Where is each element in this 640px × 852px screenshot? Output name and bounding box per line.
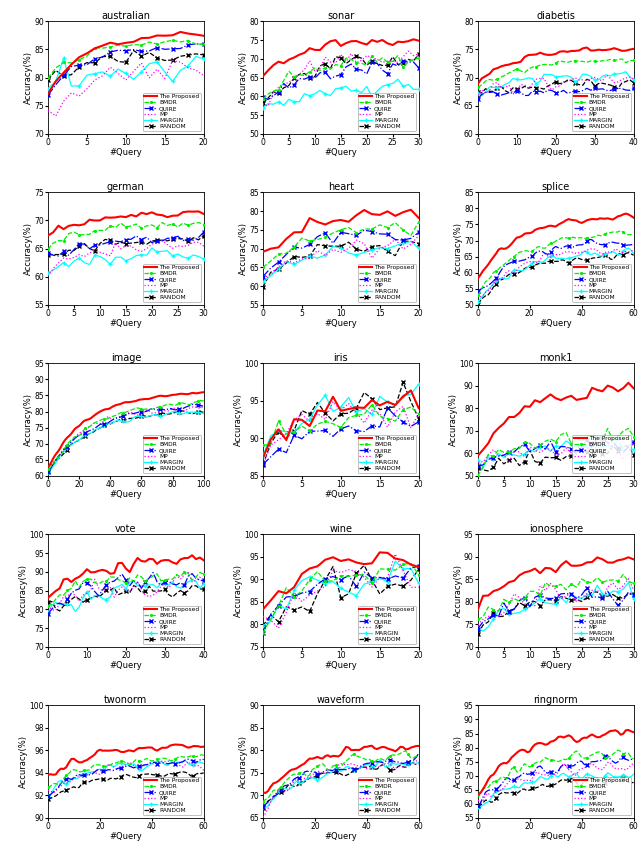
Y-axis label: Accuracy(%): Accuracy(%) bbox=[19, 564, 28, 617]
Legend: The Proposed, BMDR, QUIRE, MP, MARGIN, RANDOM: The Proposed, BMDR, QUIRE, MP, MARGIN, R… bbox=[143, 93, 201, 131]
Legend: The Proposed, BMDR, QUIRE, MP, MARGIN, RANDOM: The Proposed, BMDR, QUIRE, MP, MARGIN, R… bbox=[358, 93, 416, 131]
Y-axis label: Accuracy(%): Accuracy(%) bbox=[454, 735, 463, 788]
Y-axis label: Accuracy(%): Accuracy(%) bbox=[239, 735, 248, 788]
Y-axis label: Accuracy(%): Accuracy(%) bbox=[19, 735, 28, 788]
Y-axis label: Accuracy(%): Accuracy(%) bbox=[234, 393, 243, 446]
X-axis label: #Query: #Query bbox=[540, 661, 572, 671]
X-axis label: #Query: #Query bbox=[540, 320, 572, 328]
Title: sonar: sonar bbox=[327, 10, 355, 20]
Y-axis label: Accuracy(%): Accuracy(%) bbox=[454, 222, 463, 275]
X-axis label: #Query: #Query bbox=[324, 661, 357, 671]
Legend: The Proposed, BMDR, QUIRE, MP, MARGIN, RANDOM: The Proposed, BMDR, QUIRE, MP, MARGIN, R… bbox=[572, 606, 630, 644]
Legend: The Proposed, BMDR, QUIRE, MP, MARGIN, RANDOM: The Proposed, BMDR, QUIRE, MP, MARGIN, R… bbox=[358, 435, 416, 473]
Title: diabetis: diabetis bbox=[536, 10, 575, 20]
Title: vote: vote bbox=[115, 524, 136, 533]
X-axis label: #Query: #Query bbox=[324, 832, 357, 842]
Legend: The Proposed, BMDR, QUIRE, MP, MARGIN, RANDOM: The Proposed, BMDR, QUIRE, MP, MARGIN, R… bbox=[358, 777, 416, 815]
Title: australian: australian bbox=[101, 10, 150, 20]
Legend: The Proposed, BMDR, QUIRE, MP, MARGIN, RANDOM: The Proposed, BMDR, QUIRE, MP, MARGIN, R… bbox=[143, 263, 201, 302]
Legend: The Proposed, BMDR, QUIRE, MP, MARGIN, RANDOM: The Proposed, BMDR, QUIRE, MP, MARGIN, R… bbox=[143, 435, 201, 473]
X-axis label: #Query: #Query bbox=[109, 491, 142, 499]
Y-axis label: Accuracy(%): Accuracy(%) bbox=[454, 51, 463, 104]
Y-axis label: Accuracy(%): Accuracy(%) bbox=[239, 51, 248, 104]
X-axis label: #Query: #Query bbox=[540, 491, 572, 499]
Legend: The Proposed, BMDR, QUIRE, MP, MARGIN, RANDOM: The Proposed, BMDR, QUIRE, MP, MARGIN, R… bbox=[572, 435, 630, 473]
X-axis label: #Query: #Query bbox=[540, 148, 572, 158]
Y-axis label: Accuracy(%): Accuracy(%) bbox=[24, 51, 33, 104]
Legend: The Proposed, BMDR, QUIRE, MP, MARGIN, RANDOM: The Proposed, BMDR, QUIRE, MP, MARGIN, R… bbox=[143, 606, 201, 644]
Y-axis label: Accuracy(%): Accuracy(%) bbox=[239, 222, 248, 275]
Legend: The Proposed, BMDR, QUIRE, MP, MARGIN, RANDOM: The Proposed, BMDR, QUIRE, MP, MARGIN, R… bbox=[572, 777, 630, 815]
Legend: The Proposed, BMDR, QUIRE, MP, MARGIN, RANDOM: The Proposed, BMDR, QUIRE, MP, MARGIN, R… bbox=[572, 93, 630, 131]
X-axis label: #Query: #Query bbox=[324, 320, 357, 328]
Legend: The Proposed, BMDR, QUIRE, MP, MARGIN, RANDOM: The Proposed, BMDR, QUIRE, MP, MARGIN, R… bbox=[143, 777, 201, 815]
Title: ionosphere: ionosphere bbox=[529, 524, 583, 533]
X-axis label: #Query: #Query bbox=[540, 832, 572, 842]
Title: heart: heart bbox=[328, 181, 354, 192]
Legend: The Proposed, BMDR, QUIRE, MP, MARGIN, RANDOM: The Proposed, BMDR, QUIRE, MP, MARGIN, R… bbox=[572, 263, 630, 302]
X-axis label: #Query: #Query bbox=[109, 661, 142, 671]
Title: german: german bbox=[107, 181, 145, 192]
X-axis label: #Query: #Query bbox=[109, 320, 142, 328]
X-axis label: #Query: #Query bbox=[324, 491, 357, 499]
Title: monk1: monk1 bbox=[539, 353, 572, 363]
Title: ringnorm: ringnorm bbox=[533, 694, 578, 705]
Y-axis label: Accuracy(%): Accuracy(%) bbox=[24, 222, 33, 275]
Y-axis label: Accuracy(%): Accuracy(%) bbox=[234, 564, 243, 617]
X-axis label: #Query: #Query bbox=[324, 148, 357, 158]
Title: splice: splice bbox=[541, 181, 570, 192]
Title: iris: iris bbox=[333, 353, 348, 363]
Y-axis label: Accuracy(%): Accuracy(%) bbox=[454, 564, 463, 617]
Legend: The Proposed, BMDR, QUIRE, MP, MARGIN, RANDOM: The Proposed, BMDR, QUIRE, MP, MARGIN, R… bbox=[358, 263, 416, 302]
Title: twonorm: twonorm bbox=[104, 694, 147, 705]
Title: waveform: waveform bbox=[317, 694, 365, 705]
X-axis label: #Query: #Query bbox=[109, 148, 142, 158]
Title: image: image bbox=[111, 353, 141, 363]
X-axis label: #Query: #Query bbox=[109, 832, 142, 842]
Legend: The Proposed, BMDR, QUIRE, MP, MARGIN, RANDOM: The Proposed, BMDR, QUIRE, MP, MARGIN, R… bbox=[358, 606, 416, 644]
Y-axis label: Accuracy(%): Accuracy(%) bbox=[449, 393, 458, 446]
Title: wine: wine bbox=[330, 524, 352, 533]
Y-axis label: Accuracy(%): Accuracy(%) bbox=[24, 393, 33, 446]
